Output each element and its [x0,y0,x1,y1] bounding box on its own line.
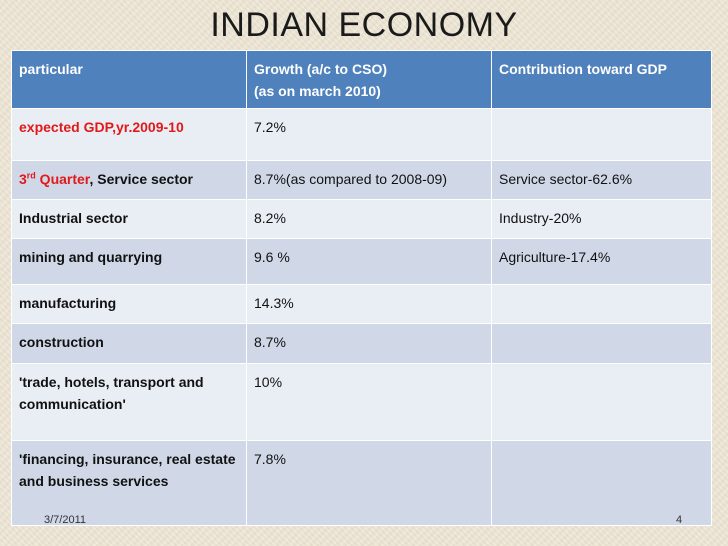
table-row: 3rd Quarter, Service sector 8.7%(as comp… [11,160,712,200]
quarter-suffix: rd [26,170,36,181]
table-header-row: particular Growth (a/c to CSO) (as on ma… [11,50,712,109]
header-particular: particular [11,50,247,109]
growth-cell: 14.3% [246,284,492,324]
table-row: manufacturing 14.3% [11,284,712,324]
table-row: expected GDP,yr.2009-10 7.2% [11,108,712,161]
contribution-cell [491,440,712,526]
contribution-cell: Industry-20% [491,199,712,239]
footer-date: 3/7/2011 [44,514,87,526]
header-contribution: Contribution toward GDP [491,50,712,109]
table-row: mining and quarrying 9.6 % Agriculture-1… [11,238,712,285]
growth-cell: 8.7% [246,323,492,364]
particular-text: , Service sector [89,171,194,187]
table-row: Industrial sector 8.2% Industry-20% [11,199,712,239]
contribution-cell [491,323,712,364]
contribution-cell: Service sector-62.6% [491,160,712,200]
quarter-number: 3 [19,171,27,187]
slide-title: INDIAN ECONOMY [210,6,518,44]
header-growth-line2: (as on march 2010) [254,83,381,99]
economy-table: particular Growth (a/c to CSO) (as on ma… [11,50,712,526]
particular-cell: 'financing, insurance, real estate and b… [11,440,247,526]
contribution-cell [491,363,712,441]
contribution-cell [491,284,712,324]
page-number: 4 [676,514,683,526]
table-row: 'financing, insurance, real estate and b… [11,440,712,526]
growth-cell: 9.6 % [246,238,492,285]
contribution-cell [491,108,712,161]
header-growth: Growth (a/c to CSO) (as on march 2010) [246,50,492,109]
growth-cell: 8.2% [246,199,492,239]
growth-cell: 10% [246,363,492,441]
particular-cell: 3rd Quarter, Service sector [11,160,247,200]
quarter-label: 3rd Quarter [19,171,90,187]
table-row: 'trade, hotels, transport and communicat… [11,363,712,441]
particular-cell: expected GDP,yr.2009-10 [11,108,247,161]
particular-cell: Industrial sector [11,199,247,239]
growth-cell: 7.8% [246,440,492,526]
table-row: construction 8.7% [11,323,712,364]
growth-cell: 8.7%(as compared to 2008-09) [246,160,492,200]
particular-text: expected GDP,yr.2009-10 [19,119,184,135]
particular-cell: construction [11,323,247,364]
particular-cell: mining and quarrying [11,238,247,285]
growth-cell: 7.2% [246,108,492,161]
particular-cell: manufacturing [11,284,247,324]
quarter-word: Quarter [35,171,90,187]
contribution-cell: Agriculture-17.4% [491,238,712,285]
header-growth-line1: Growth (a/c to CSO) [254,61,387,77]
particular-cell: 'trade, hotels, transport and communicat… [11,363,247,441]
